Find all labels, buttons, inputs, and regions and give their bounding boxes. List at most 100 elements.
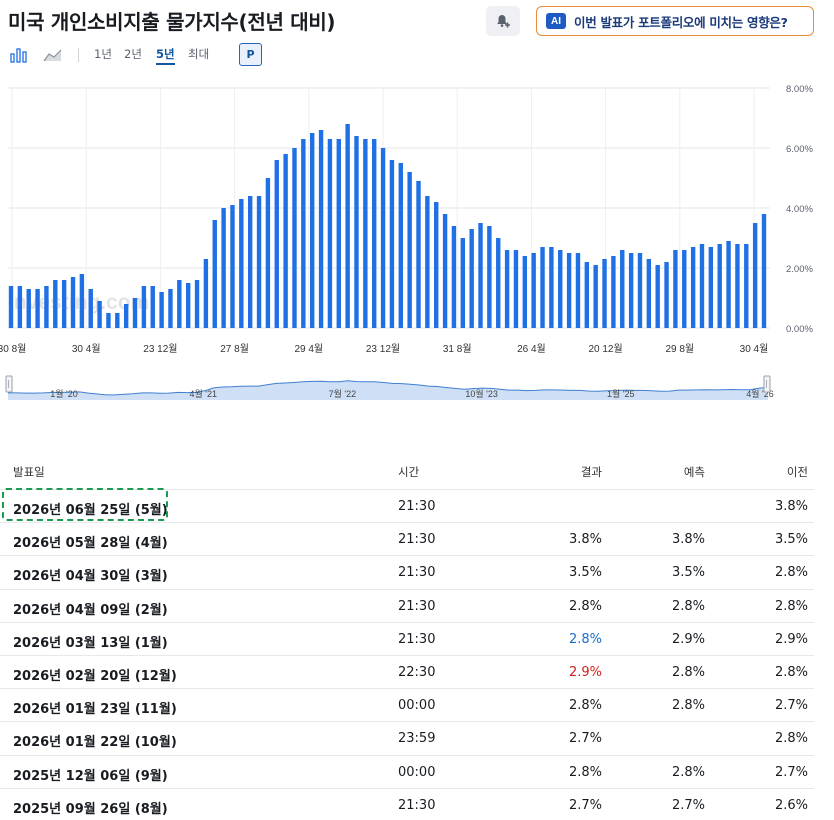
chart-bar (682, 250, 687, 328)
x-axis-ticks: 30 8월 30 4월 23 12월 27 8월 29 4월 23 12월 31 8월 26 … (0, 343, 768, 355)
table-row: 2026년 04월 09일 (2월) 21:30 2.8% 2.8% 2.8% (0, 590, 814, 623)
chart-bar (442, 214, 448, 328)
chart-bar (159, 292, 164, 328)
chart-bar (53, 280, 58, 328)
release-time: 21:30 (398, 797, 436, 813)
chart-bar (26, 289, 31, 328)
chart-bar (637, 253, 643, 328)
navigator-date-label: 1월 '20 (50, 388, 78, 399)
chart-bar (17, 286, 23, 328)
table-header: 발표일 시간 결과 예측 이전 (0, 456, 814, 490)
chart-bar (451, 226, 457, 328)
navigator-right-handle[interactable] (763, 375, 771, 393)
chart-bar (620, 250, 625, 328)
release-date: 2026년 04월 30일 (3월) (13, 569, 168, 585)
actual-value: 2.8% (568, 764, 602, 780)
chart-bar (655, 265, 660, 328)
chart-bar (256, 196, 262, 328)
release-date: 2026년 01월 22일 (10월) (13, 735, 177, 751)
chart-bar (575, 253, 581, 328)
chart-bar (301, 139, 306, 328)
chart-bar (345, 124, 350, 328)
ai-portfolio-impact-button[interactable]: AI 이번 발표가 포트폴리오에 미치는 영향은? (536, 6, 814, 36)
y-tick-label: 4.00% (786, 204, 813, 215)
chart-bar (628, 253, 634, 328)
range-navigator[interactable]: 1월 '20 4월 '21 7월 '22 10월 '23 1월 '25 4월 '26 (0, 370, 834, 404)
y-tick-label: 0.00% (786, 324, 813, 335)
header-forecast: 예측 (683, 465, 705, 479)
chart-bar (699, 244, 705, 328)
chart-bar (132, 298, 138, 328)
chart-bar (292, 148, 297, 328)
chart-bar (230, 205, 235, 328)
chart-bar (185, 283, 191, 328)
navigator-date-label: 1월 '25 (607, 388, 635, 399)
add-alert-button[interactable] (486, 6, 520, 36)
previous-value: 2.7% (774, 764, 808, 780)
chart-bar (460, 238, 465, 328)
navigator-date-label: 4월 '26 (746, 388, 774, 399)
forecast-value: 3.5% (671, 565, 705, 581)
chart-bar (194, 280, 200, 328)
chart-toolbar: 1년 2년 5년 최대 P (0, 42, 834, 70)
header-date: 발표일 (13, 465, 45, 479)
release-time: 21:30 (398, 499, 436, 514)
range-1y-button[interactable]: 1년 (94, 47, 112, 61)
previous-value: 3.5% (774, 532, 808, 548)
release-time: 21:30 (398, 631, 436, 647)
table-body: 2026년 06월 25일 (5월) 21:30 3.8% 2026년 05월 … (0, 490, 814, 820)
actual-value: 2.8% (568, 598, 602, 614)
chart-bar (566, 253, 572, 328)
chart-bar (407, 172, 412, 328)
navigator-date-label: 4월 '21 (189, 388, 217, 399)
table-row: 2026년 01월 22일 (10월) 23:59 2.7% 2.8% (0, 722, 814, 756)
chart-bar (593, 265, 598, 328)
chart-bar (44, 286, 49, 328)
chart-bar (141, 286, 147, 328)
chart-bar (540, 247, 545, 328)
actual-value: 3.5% (568, 565, 602, 581)
chart-bar (310, 133, 315, 328)
x-tick-label: 29 8월 (665, 343, 694, 355)
previous-value: 2.6% (774, 797, 808, 813)
navigator-area (8, 380, 768, 400)
chart-bar (150, 286, 155, 328)
chart-bar (522, 256, 528, 328)
actual-value: 2.7% (568, 797, 602, 813)
forecast-value: 3.8% (671, 532, 705, 548)
chart-bar (35, 289, 40, 328)
release-time: 00:00 (398, 764, 436, 780)
chart-bar (115, 313, 120, 328)
chart-bar (425, 196, 430, 328)
preliminary-toggle-button[interactable]: P (239, 43, 262, 66)
range-max-button[interactable]: 최대 (188, 47, 210, 61)
release-date: 2026년 02월 20일 (12월) (13, 668, 177, 684)
chart-bar (97, 301, 102, 328)
navigator-date-label: 7월 '22 (329, 388, 357, 399)
table-row: 2025년 12월 06일 (9월) 00:00 2.8% 2.8% 2.7% (0, 756, 814, 789)
previous-value: 2.8% (774, 598, 808, 614)
range-2y-button[interactable]: 2년 (124, 47, 142, 61)
chart-bar (761, 214, 767, 328)
x-tick-label: 20 12월 (588, 343, 622, 355)
range-5y-button[interactable]: 5년 (156, 46, 175, 65)
chart-bar (318, 130, 324, 328)
ai-badge: AI (546, 13, 566, 29)
x-tick-label: 29 4월 (294, 343, 323, 355)
chart-bar (168, 289, 173, 328)
chart-watermark: Investing.com (8, 291, 149, 314)
release-date: 2025년 12월 06일 (9월) (13, 768, 168, 784)
release-time: 21:30 (398, 532, 436, 548)
previous-value: 3.8% (774, 499, 808, 514)
release-date: 2026년 03월 13일 (1월) (13, 635, 168, 651)
table-row: 2026년 02월 20일 (12월) 22:30 2.9% 2.8% 2.8% (0, 656, 814, 690)
x-tick-label: 30 4월 (740, 343, 769, 355)
chart-bar (496, 238, 501, 328)
bar-chart-icon[interactable] (9, 46, 31, 64)
navigator-left-handle[interactable] (5, 375, 13, 393)
chart-bar (177, 280, 182, 328)
actual-value: 3.8% (568, 532, 602, 548)
area-chart-icon[interactable] (42, 46, 64, 64)
chart-bar (735, 244, 740, 328)
chart-bar (372, 139, 377, 328)
